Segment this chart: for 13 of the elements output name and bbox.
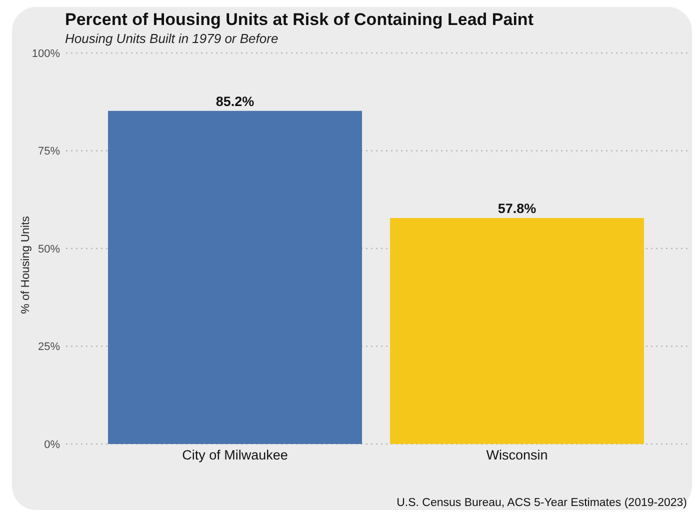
y-tick-label: 75% (38, 146, 60, 158)
data-label: 85.2% (216, 94, 254, 109)
data-label: 57.8% (498, 201, 536, 216)
y-tick-label: 100% (32, 48, 60, 60)
y-tick-label: 25% (38, 341, 60, 354)
y-tick-label: 0% (44, 438, 60, 451)
y-tick-label: 50% (38, 243, 60, 256)
chart-title: Percent of Housing Units at Risk of Containing Lead Paint (65, 10, 534, 30)
x-tick-label: Wisconsin (486, 448, 548, 463)
x-tick-label: City of Milwaukee (182, 448, 288, 463)
text: U.S. Census Bureau, ACS 5-Year Estimates (2019-2023) (396, 496, 687, 510)
chart-subtitle: Housing Units Built in 1979 or Before (65, 31, 278, 47)
y-axis-title: % of Housing Units (19, 216, 33, 314)
